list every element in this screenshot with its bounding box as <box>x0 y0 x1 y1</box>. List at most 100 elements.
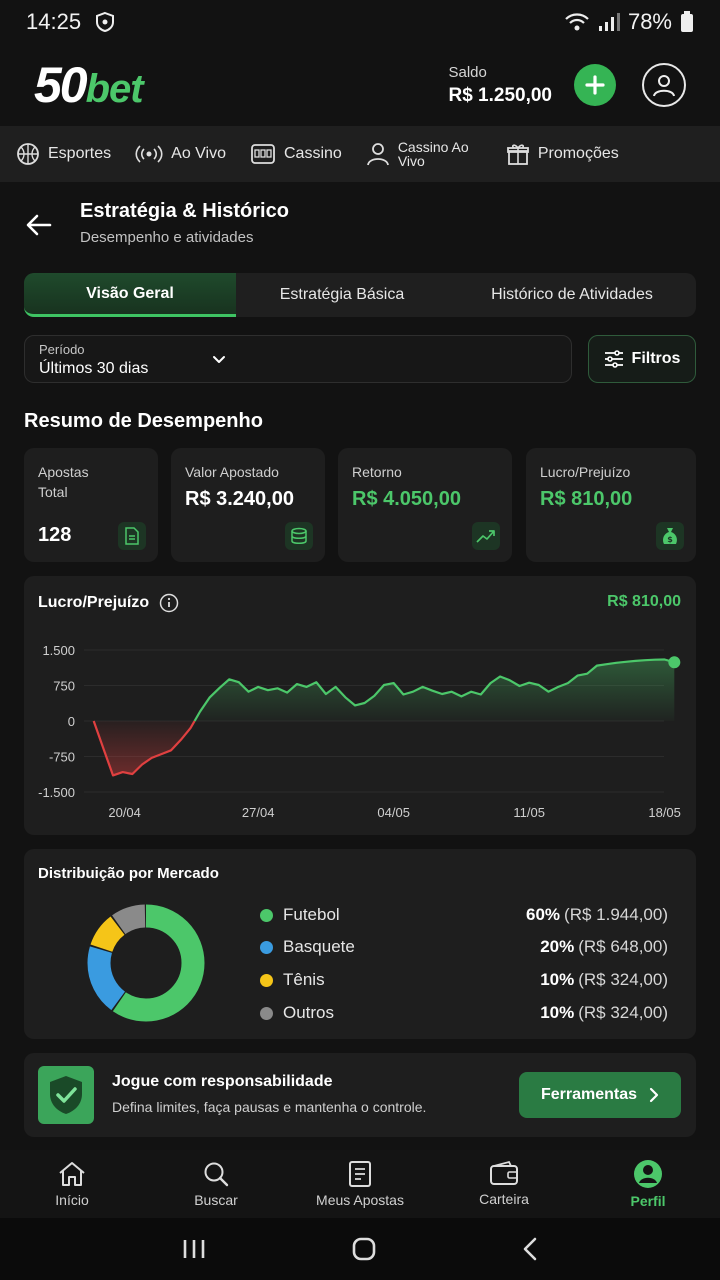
y-tick-label: 750 <box>53 679 75 694</box>
x-tick-label: 20/04 <box>108 805 141 820</box>
bottom-nav-label: Meus Apostas <box>316 1192 404 1208</box>
nav-label: Cassino <box>284 145 342 162</box>
donut-slice-basquete <box>87 904 205 1022</box>
legend-row-tenis: Tênis 10% (R$ 324,00) <box>260 965 668 995</box>
bottom-nav-label: Carteira <box>479 1191 529 1207</box>
home-icon <box>59 1162 85 1186</box>
legend-dot <box>260 1006 273 1020</box>
nav-cassino[interactable]: Cassino <box>250 142 342 166</box>
logo-brand: bet <box>85 67 144 111</box>
shield-status-icon <box>96 11 115 33</box>
legend-name: Tênis <box>283 970 325 989</box>
stat-label: Apostas Total <box>38 464 89 500</box>
stat-card-profit-loss: Lucro/Prejuízo R$ 810,00 $ <box>526 448 696 562</box>
period-select[interactable]: Período Últimos 30 dias <box>24 335 572 383</box>
tab-historico-atividades[interactable]: Histórico de Atividades <box>491 286 653 303</box>
home-button-icon[interactable] <box>351 1236 377 1262</box>
bottom-nav-perfil[interactable]: Perfil <box>576 1150 720 1218</box>
legend-pct: 60% <box>526 905 561 924</box>
period-label: Período <box>39 342 85 357</box>
nav-ao-vivo[interactable]: Ao Vivo <box>135 142 226 166</box>
info-icon[interactable] <box>159 593 179 613</box>
account-button[interactable] <box>642 63 686 107</box>
bottom-nav-label: Início <box>55 1192 89 1208</box>
svg-text:$: $ <box>667 535 673 544</box>
legend-amount: (R$ 324,00) <box>578 1003 668 1022</box>
balance-label: Saldo <box>448 63 487 81</box>
legend-row-basquete: Basquete 20% (R$ 648,00) <box>260 932 668 962</box>
legend-name: Basquete <box>283 937 355 956</box>
category-nav: Esportes Ao Vivo Cassino Cassino Ao Vivo… <box>0 126 720 182</box>
balance: Saldo R$ 1.250,00 <box>448 64 552 107</box>
app-header: 50 bet Saldo R$ 1.250,00 <box>0 44 720 126</box>
system-nav-bar <box>0 1218 720 1280</box>
legend-pct: 20% <box>540 937 575 956</box>
back-button-icon[interactable] <box>522 1236 538 1262</box>
tools-button[interactable]: Ferramentas <box>519 1072 681 1118</box>
y-tick-label: -1.500 <box>38 785 75 800</box>
bottom-nav-meus-apostas[interactable]: Meus Apostas <box>288 1150 432 1218</box>
bottom-nav-label: Buscar <box>194 1192 238 1208</box>
shield-check-icon <box>38 1066 94 1124</box>
stat-card-amount-wagered: Valor Apostado R$ 3.240,00 <box>171 448 325 562</box>
responsible-subtitle: Defina limites, faça pausas e mantenha o… <box>112 1099 427 1115</box>
dealer-icon <box>366 143 389 166</box>
slot-machine-icon <box>251 144 275 164</box>
last-point-marker <box>668 656 681 669</box>
y-tick-label: 0 <box>68 714 75 729</box>
status-time: 14:25 <box>26 9 82 34</box>
legend-dot <box>260 940 273 954</box>
bottom-nav-buscar[interactable]: Buscar <box>144 1150 288 1218</box>
battery-percent: 78% <box>627 9 672 34</box>
filters-button[interactable]: Filtros <box>588 335 696 383</box>
wifi-icon <box>565 13 589 31</box>
deposit-button[interactable] <box>574 64 616 106</box>
negative-series-line <box>92 720 196 777</box>
battery-icon <box>681 11 693 32</box>
tab-bar: Visão Geral Estratégia Básica Histórico … <box>24 273 696 317</box>
logo[interactable]: 50 bet <box>34 56 144 114</box>
stat-card-total-bets: Apostas Total 128 <box>24 448 158 562</box>
x-tick-label: 11/05 <box>513 805 545 820</box>
chevron-down-icon <box>213 356 225 363</box>
nav-esportes[interactable]: Esportes <box>16 142 111 166</box>
document-icon <box>118 522 146 550</box>
wallet-icon <box>490 1161 518 1185</box>
legend-row-futebol: Futebol 60% (R$ 1.944,00) <box>260 900 668 930</box>
page-title: Estratégia & Histórico <box>80 200 289 222</box>
status-bar: 14:25 78% <box>0 0 720 44</box>
back-arrow-icon[interactable] <box>24 210 54 240</box>
tab-estrategia-basica[interactable]: Estratégia Básica <box>279 286 405 303</box>
bottom-nav: Início Buscar Meus Apostas Carteira Perf… <box>0 1150 720 1218</box>
negative-area <box>93 721 195 776</box>
legend-amount: (R$ 648,00) <box>578 937 668 956</box>
stat-label: Lucro/Prejuízo <box>540 464 631 480</box>
gift-icon <box>506 144 529 165</box>
bottom-nav-carteira[interactable]: Carteira <box>432 1150 576 1218</box>
basketball-icon <box>17 143 39 165</box>
chart-title: Lucro/Prejuízo <box>38 594 150 611</box>
legend-pct: 10% <box>540 970 575 989</box>
positive-area <box>194 659 675 721</box>
nav-label: Cassino Ao Vivo <box>397 139 469 169</box>
y-tick-label: 1.500 <box>42 643 75 658</box>
nav-cassino-ao-vivo[interactable]: Cassino Ao Vivo <box>366 140 482 168</box>
nav-label: Promoções <box>537 145 619 162</box>
donut-slice-futebol <box>87 904 205 1022</box>
bottom-nav-inicio[interactable]: Início <box>0 1150 144 1218</box>
trend-up-icon <box>472 522 500 550</box>
nav-label: Ao Vivo <box>171 145 226 162</box>
recent-apps-icon[interactable] <box>182 1238 206 1260</box>
sliders-icon <box>604 350 623 368</box>
chart-total: R$ 810,00 <box>607 593 681 610</box>
donut-chart <box>87 904 205 1022</box>
distribution-title: Distribuição por Mercado <box>38 865 219 882</box>
x-tick-label: 18/05 <box>648 805 681 820</box>
balance-value: R$ 1.250,00 <box>448 84 552 106</box>
tab-visao-geral[interactable]: Visão Geral <box>24 273 236 317</box>
legend-pct: 10% <box>540 1003 575 1022</box>
stat-value: R$ 810,00 <box>540 488 633 510</box>
plus-icon <box>585 75 605 95</box>
nav-promocoes[interactable]: Promoções <box>506 142 619 166</box>
bet-slip-icon <box>349 1161 371 1187</box>
